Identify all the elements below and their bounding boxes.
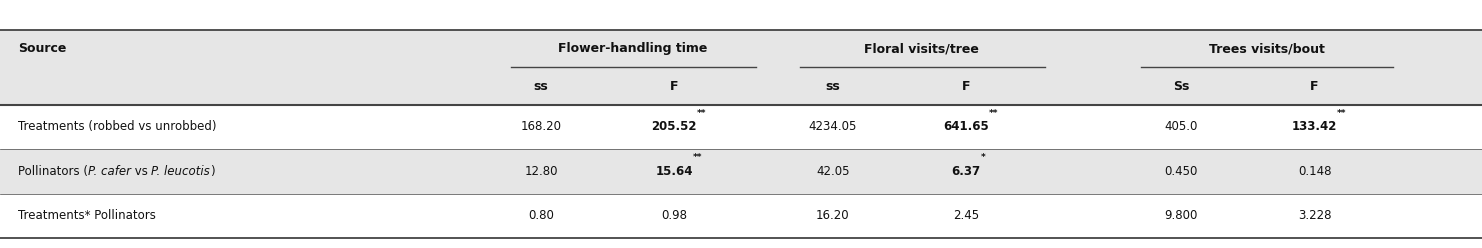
Text: 4234.05: 4234.05 [809,121,857,133]
Text: 12.80: 12.80 [525,165,557,178]
Text: **: ** [694,153,702,162]
Text: 16.20: 16.20 [817,209,849,222]
Text: **: ** [1337,109,1347,118]
Text: ss: ss [825,80,840,93]
Text: 641.65: 641.65 [944,121,988,133]
Text: Pollinators (: Pollinators ( [18,165,87,178]
Text: ): ) [210,165,215,178]
Text: 0.148: 0.148 [1298,165,1331,178]
Text: F: F [670,80,679,93]
Text: *: * [981,153,986,162]
Text: F: F [1310,80,1319,93]
Text: P. leucotis: P. leucotis [151,165,210,178]
Text: 133.42: 133.42 [1292,121,1337,133]
Text: 42.05: 42.05 [817,165,849,178]
Bar [0,149,1482,194]
Text: Ss: Ss [1172,80,1190,93]
Text: Treatments (robbed vs unrobbed): Treatments (robbed vs unrobbed) [18,121,216,133]
Bar [0,30,1482,105]
Text: **: ** [988,109,999,118]
Text: **: ** [697,109,707,118]
Text: ss: ss [534,80,548,93]
Text: P. cafer: P. cafer [87,165,130,178]
Text: vs: vs [130,165,151,178]
Text: 2.45: 2.45 [953,209,980,222]
Text: Floral visits/tree: Floral visits/tree [864,42,980,55]
Text: 9.800: 9.800 [1165,209,1197,222]
Text: Source: Source [18,42,67,55]
Text: F: F [962,80,971,93]
Text: 405.0: 405.0 [1165,121,1197,133]
Text: Flower-handling time: Flower-handling time [559,42,707,55]
Text: Treatments* Pollinators: Treatments* Pollinators [18,209,156,222]
Text: Trees visits/bout: Trees visits/bout [1209,42,1325,55]
Text: 0.80: 0.80 [528,209,554,222]
Text: 3.228: 3.228 [1298,209,1331,222]
Text: 205.52: 205.52 [652,121,697,133]
Text: 0.98: 0.98 [661,209,688,222]
Text: 0.450: 0.450 [1165,165,1197,178]
Text: 6.37: 6.37 [951,165,981,178]
Text: 168.20: 168.20 [520,121,562,133]
Text: 15.64: 15.64 [655,165,694,178]
